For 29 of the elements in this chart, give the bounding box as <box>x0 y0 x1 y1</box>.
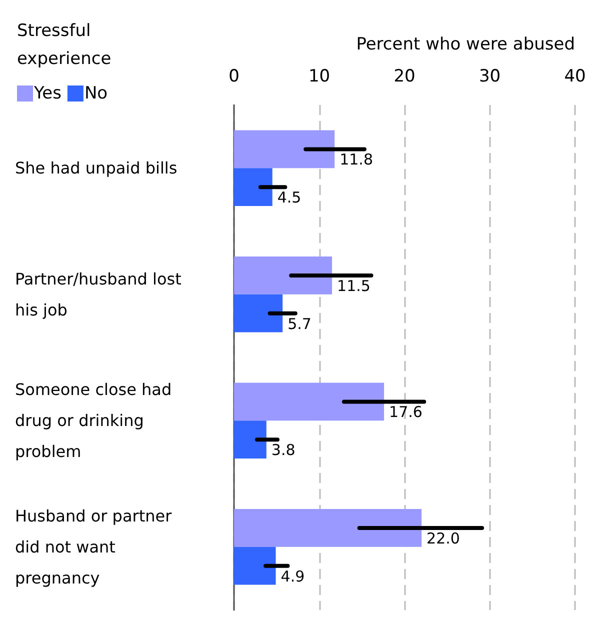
data-label: 3.8 <box>271 441 296 460</box>
x-axis-title: Percent who were abused <box>356 34 575 54</box>
y-tick-label: Partner/husband lost his job <box>15 269 186 320</box>
x-tick-label: 20 <box>394 66 416 86</box>
y-tick-label: Husband or partner did not want pregnancy <box>15 506 177 588</box>
bar <box>234 509 422 547</box>
data-label: 4.5 <box>277 188 302 207</box>
y-tick-label: Someone close had drug or drinking problem <box>15 380 177 462</box>
x-tick-label: 0 <box>228 66 240 86</box>
x-tick-label: 30 <box>478 66 501 86</box>
x-tick-label: 10 <box>308 66 330 86</box>
x-tick-label: 40 <box>564 66 586 86</box>
bar <box>234 130 335 168</box>
y-tick-label: She had unpaid bills <box>15 158 178 178</box>
bar <box>234 382 384 421</box>
bar <box>234 546 276 585</box>
data-label: 5.7 <box>288 314 312 333</box>
data-label: 17.6 <box>389 403 422 422</box>
bar <box>234 256 332 294</box>
data-label: 22.0 <box>426 529 460 548</box>
legend-label: No <box>84 84 108 104</box>
bar <box>234 420 266 458</box>
data-label: 11.8 <box>340 150 373 169</box>
bar <box>234 168 272 206</box>
bar <box>234 294 283 332</box>
legend-title: Stressful experience <box>17 21 112 69</box>
data-label: 4.9 <box>280 567 305 586</box>
data-label: 11.5 <box>337 276 370 295</box>
legend-label: Yes <box>33 84 62 104</box>
